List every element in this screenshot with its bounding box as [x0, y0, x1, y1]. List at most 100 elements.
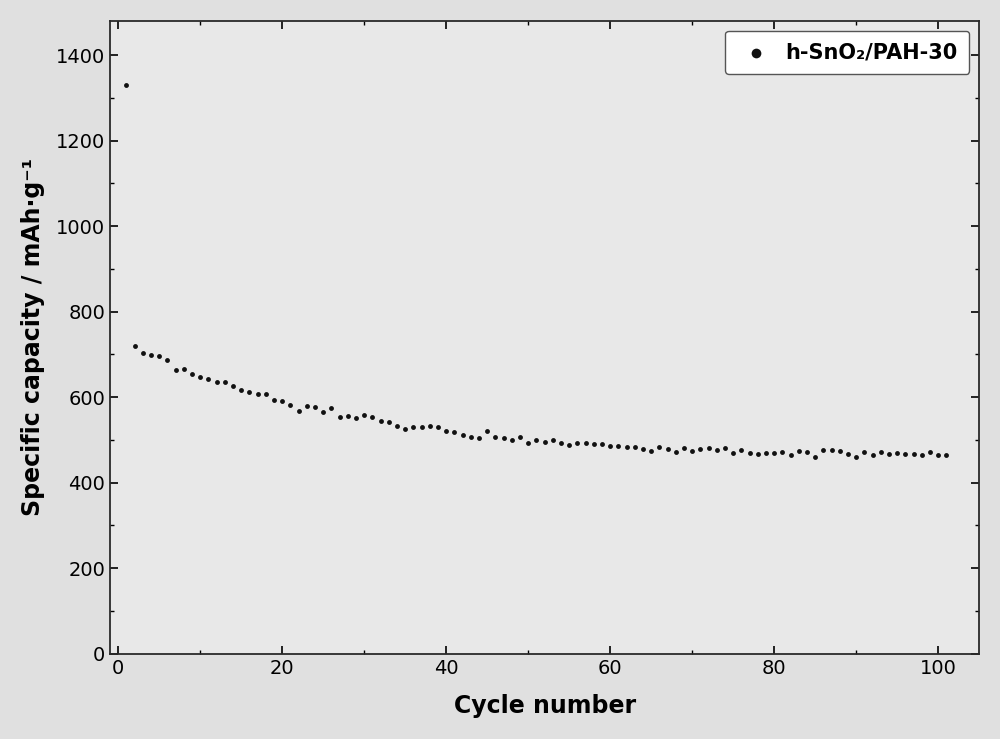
- h-SnO₂/PAH-30: [537, 437, 553, 449]
- h-SnO₂/PAH-30: [217, 376, 233, 388]
- h-SnO₂/PAH-30: [643, 445, 659, 457]
- h-SnO₂/PAH-30: [668, 446, 684, 458]
- h-SnO₂/PAH-30: [725, 448, 741, 460]
- h-SnO₂/PAH-30: [381, 416, 397, 428]
- h-SnO₂/PAH-30: [438, 426, 454, 437]
- h-SnO₂/PAH-30: [889, 447, 905, 459]
- h-SnO₂/PAH-30: [520, 437, 536, 449]
- h-SnO₂/PAH-30: [291, 405, 307, 417]
- h-SnO₂/PAH-30: [602, 440, 618, 452]
- h-SnO₂/PAH-30: [373, 415, 389, 427]
- h-SnO₂/PAH-30: [356, 409, 372, 421]
- h-SnO₂/PAH-30: [200, 373, 216, 385]
- h-SnO₂/PAH-30: [315, 406, 331, 418]
- h-SnO₂/PAH-30: [258, 388, 274, 400]
- h-SnO₂/PAH-30: [791, 445, 807, 457]
- h-SnO₂/PAH-30: [848, 451, 864, 463]
- h-SnO₂/PAH-30: [504, 435, 520, 446]
- h-SnO₂/PAH-30: [209, 376, 225, 388]
- h-SnO₂/PAH-30: [446, 426, 462, 438]
- h-SnO₂/PAH-30: [471, 432, 487, 444]
- Y-axis label: Specific capacity / mAh·g⁻¹: Specific capacity / mAh·g⁻¹: [21, 158, 45, 517]
- h-SnO₂/PAH-30: [594, 438, 610, 450]
- h-SnO₂/PAH-30: [733, 444, 749, 456]
- h-SnO₂/PAH-30: [938, 449, 954, 461]
- h-SnO₂/PAH-30: [701, 443, 717, 454]
- h-SnO₂/PAH-30: [586, 438, 602, 450]
- h-SnO₂/PAH-30: [135, 347, 151, 359]
- h-SnO₂/PAH-30: [881, 449, 897, 460]
- h-SnO₂/PAH-30: [807, 451, 823, 463]
- h-SnO₂/PAH-30: [783, 449, 799, 461]
- h-SnO₂/PAH-30: [930, 449, 946, 461]
- h-SnO₂/PAH-30: [422, 420, 438, 432]
- h-SnO₂/PAH-30: [758, 447, 774, 459]
- h-SnO₂/PAH-30: [397, 423, 413, 435]
- h-SnO₂/PAH-30: [651, 441, 667, 453]
- X-axis label: Cycle number: Cycle number: [454, 694, 636, 718]
- h-SnO₂/PAH-30: [143, 350, 159, 361]
- h-SnO₂/PAH-30: [487, 432, 503, 443]
- h-SnO₂/PAH-30: [692, 443, 708, 455]
- h-SnO₂/PAH-30: [463, 431, 479, 443]
- h-SnO₂/PAH-30: [159, 355, 175, 367]
- h-SnO₂/PAH-30: [906, 448, 922, 460]
- h-SnO₂/PAH-30: [578, 437, 594, 449]
- h-SnO₂/PAH-30: [266, 394, 282, 406]
- h-SnO₂/PAH-30: [676, 442, 692, 454]
- h-SnO₂/PAH-30: [192, 371, 208, 383]
- Legend: h-SnO₂/PAH-30: h-SnO₂/PAH-30: [725, 30, 969, 74]
- h-SnO₂/PAH-30: [619, 441, 635, 453]
- h-SnO₂/PAH-30: [127, 341, 143, 353]
- h-SnO₂/PAH-30: [307, 401, 323, 413]
- h-SnO₂/PAH-30: [282, 399, 298, 411]
- h-SnO₂/PAH-30: [840, 449, 856, 460]
- h-SnO₂/PAH-30: [815, 444, 831, 456]
- h-SnO₂/PAH-30: [405, 421, 421, 433]
- h-SnO₂/PAH-30: [799, 446, 815, 458]
- h-SnO₂/PAH-30: [569, 437, 585, 449]
- h-SnO₂/PAH-30: [856, 446, 872, 458]
- h-SnO₂/PAH-30: [348, 412, 364, 423]
- h-SnO₂/PAH-30: [430, 421, 446, 433]
- h-SnO₂/PAH-30: [151, 350, 167, 362]
- h-SnO₂/PAH-30: [774, 446, 790, 458]
- h-SnO₂/PAH-30: [168, 364, 184, 375]
- h-SnO₂/PAH-30: [176, 363, 192, 375]
- h-SnO₂/PAH-30: [241, 386, 257, 398]
- h-SnO₂/PAH-30: [684, 446, 700, 457]
- h-SnO₂/PAH-30: [545, 435, 561, 446]
- h-SnO₂/PAH-30: [750, 448, 766, 460]
- h-SnO₂/PAH-30: [561, 439, 577, 451]
- h-SnO₂/PAH-30: [364, 411, 380, 423]
- h-SnO₂/PAH-30: [512, 431, 528, 443]
- h-SnO₂/PAH-30: [635, 443, 651, 454]
- h-SnO₂/PAH-30: [250, 388, 266, 400]
- h-SnO₂/PAH-30: [299, 400, 315, 412]
- h-SnO₂/PAH-30: [742, 447, 758, 459]
- h-SnO₂/PAH-30: [717, 442, 733, 454]
- h-SnO₂/PAH-30: [323, 402, 339, 414]
- h-SnO₂/PAH-30: [873, 446, 889, 458]
- h-SnO₂/PAH-30: [824, 443, 840, 455]
- h-SnO₂/PAH-30: [610, 440, 626, 452]
- h-SnO₂/PAH-30: [455, 429, 471, 440]
- h-SnO₂/PAH-30: [709, 444, 725, 456]
- h-SnO₂/PAH-30: [627, 441, 643, 453]
- h-SnO₂/PAH-30: [553, 437, 569, 449]
- h-SnO₂/PAH-30: [414, 421, 430, 433]
- h-SnO₂/PAH-30: [225, 381, 241, 392]
- h-SnO₂/PAH-30: [340, 409, 356, 421]
- h-SnO₂/PAH-30: [865, 449, 881, 461]
- h-SnO₂/PAH-30: [496, 432, 512, 443]
- h-SnO₂/PAH-30: [389, 420, 405, 432]
- h-SnO₂/PAH-30: [528, 435, 544, 446]
- h-SnO₂/PAH-30: [660, 443, 676, 455]
- h-SnO₂/PAH-30: [922, 446, 938, 457]
- h-SnO₂/PAH-30: [332, 411, 348, 423]
- h-SnO₂/PAH-30: [274, 395, 290, 406]
- h-SnO₂/PAH-30: [897, 449, 913, 460]
- h-SnO₂/PAH-30: [832, 446, 848, 457]
- h-SnO₂/PAH-30: [479, 425, 495, 437]
- h-SnO₂/PAH-30: [184, 368, 200, 380]
